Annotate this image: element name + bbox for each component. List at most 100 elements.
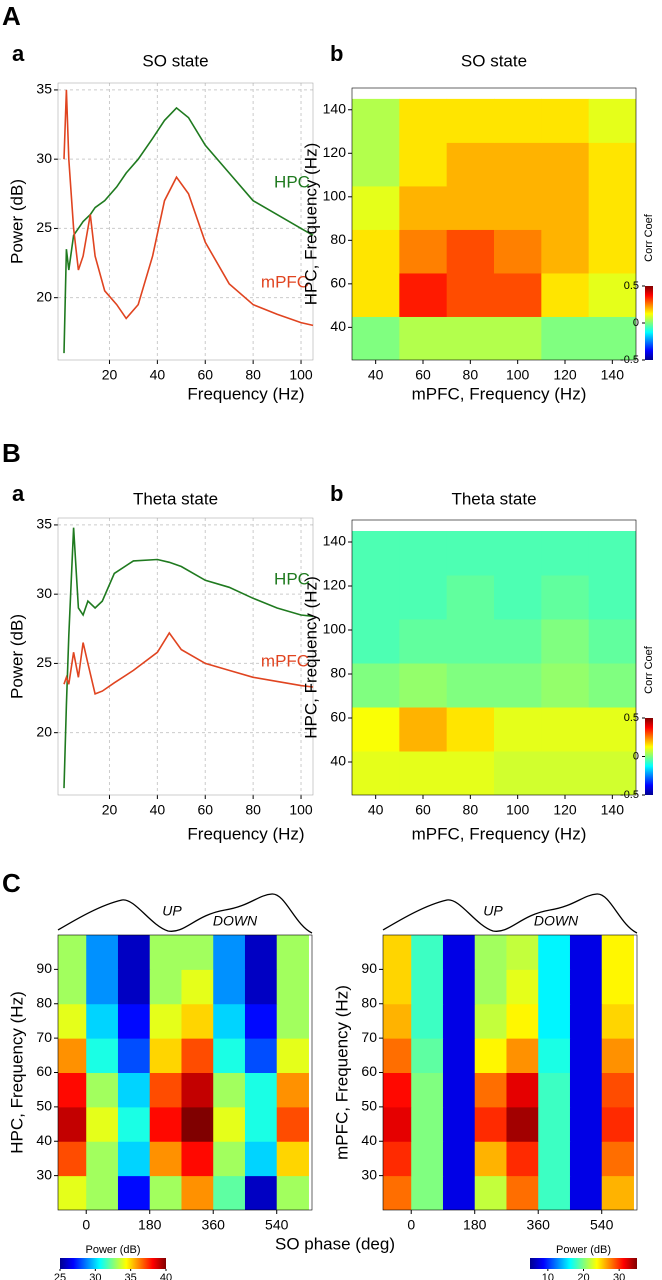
heatmap-cell: [588, 531, 636, 576]
x-tick-label: 540: [590, 1217, 614, 1233]
colorbar-tick-label: 40: [160, 1272, 172, 1280]
series-line: [63, 527, 314, 789]
heatmap-cell: [569, 1106, 603, 1142]
heatmap-cell: [474, 1141, 507, 1177]
heatmap-cell: [86, 1175, 119, 1210]
heatmap-cell: [149, 1038, 182, 1073]
heatmap-cell: [399, 185, 448, 230]
heatmap-cell: [601, 1141, 634, 1177]
heatmap-cell: [399, 316, 448, 360]
heatmap-cell: [601, 1072, 634, 1108]
heatmap-cell: [383, 1175, 412, 1210]
heatmap-cell: [149, 935, 182, 970]
colorbar-tick-label: 35: [125, 1272, 137, 1280]
heatmap-cell: [181, 1141, 214, 1177]
heatmap-cell: [399, 663, 448, 708]
heatmap-cell: [446, 142, 495, 187]
heatmap-cell: [446, 707, 495, 752]
heatmap-cell: [446, 619, 495, 664]
heatmap-cell: [117, 935, 151, 970]
panel-letter: b: [330, 481, 343, 506]
heatmap-cell: [588, 316, 636, 360]
heatmap-cell: [244, 1106, 278, 1142]
series-label: mPFC: [261, 651, 309, 670]
heatmap-cell: [588, 185, 636, 230]
y-axis-label: mPFC, Frequency (Hz): [332, 985, 351, 1160]
heatmap-cell: [538, 969, 571, 1005]
x-tick-label: 180: [463, 1217, 487, 1233]
heatmap-cell: [244, 935, 278, 970]
heatmap-cell: [276, 1106, 309, 1142]
heatmap-cell: [411, 1003, 444, 1039]
heatmap-cell: [569, 1175, 603, 1210]
heatmap-cell: [181, 1072, 214, 1108]
heatmap-cell: [244, 1072, 278, 1108]
heatmap-cell: [117, 1106, 151, 1142]
heatmap-cell: [399, 575, 448, 620]
heatmap-cell: [538, 1038, 571, 1073]
y-tick-label: 20: [36, 288, 52, 304]
chart-title: Theta state: [133, 489, 218, 508]
heatmap-cell: [601, 1175, 634, 1210]
x-tick-label: 40: [150, 802, 166, 818]
heatmap-cell: [494, 575, 542, 620]
heatmap-cell: [541, 619, 590, 664]
heatmap-cell: [276, 1038, 309, 1073]
heatmap-cell: [569, 1072, 603, 1108]
section-letter: C: [2, 868, 21, 898]
heatmap-cell: [538, 1003, 571, 1039]
heatmap-cell: [506, 1175, 539, 1210]
series-line: [63, 631, 314, 695]
heatmap-cell: [538, 1072, 571, 1108]
colorbar: [645, 286, 653, 360]
heatmap-cell: [494, 751, 542, 795]
annotation: DOWN: [534, 913, 579, 929]
x-tick-label: 100: [506, 367, 530, 383]
heatmap-cell: [58, 1175, 87, 1210]
heatmap-cell: [276, 1175, 309, 1210]
heatmap-cell: [244, 1175, 278, 1210]
heatmap-cell: [601, 1038, 634, 1073]
heatmap-cell: [446, 575, 495, 620]
heatmap-cell: [58, 969, 87, 1005]
heatmap-cell: [399, 142, 448, 187]
heatmap-cell: [442, 1072, 476, 1108]
heatmap-cell: [276, 969, 309, 1005]
colorbar-tick-label: 0: [633, 317, 639, 329]
heatmap-cell: [213, 969, 246, 1005]
heatmap-cell: [117, 1072, 151, 1108]
heatmap-cell: [149, 1106, 182, 1142]
heatmap-cell: [411, 969, 444, 1005]
colorbar-tick-label: 25: [54, 1272, 66, 1280]
heatmap-cell: [399, 272, 448, 317]
heatmap-cell: [181, 1003, 214, 1039]
heatmap-cell: [442, 969, 476, 1005]
colorbar-tick-label: 30: [613, 1272, 625, 1280]
y-tick-label: 40: [330, 318, 346, 334]
heatmap-cell: [506, 1141, 539, 1177]
plot-frame: [351, 519, 637, 796]
so-waveform: [57, 893, 313, 934]
plot-frame: [351, 87, 637, 361]
series-label: HPC: [274, 569, 310, 588]
heatmap-cell: [86, 1003, 119, 1039]
heatmap-cell: [446, 229, 495, 274]
x-tick-label: 120: [553, 802, 577, 818]
heatmap-cell: [383, 1141, 412, 1177]
x-tick-label: 360: [202, 1217, 226, 1233]
heatmap-cell: [352, 575, 400, 620]
heatmap-cell: [541, 751, 590, 795]
heatmap-cell: [411, 1141, 444, 1177]
x-tick-label: 60: [197, 367, 213, 383]
x-tick-label: 80: [463, 802, 479, 818]
heatmap-cell: [352, 185, 400, 230]
heatmap-cell: [383, 1038, 412, 1073]
heatmap-cell: [474, 935, 507, 970]
heatmap-cell: [58, 1141, 87, 1177]
heatmap-cell: [399, 98, 448, 143]
heatmap-cell: [601, 969, 634, 1005]
heatmap-cell: [149, 1003, 182, 1039]
heatmap-cell: [506, 935, 539, 970]
shared-x-axis-label: SO phase (deg): [275, 1234, 395, 1253]
